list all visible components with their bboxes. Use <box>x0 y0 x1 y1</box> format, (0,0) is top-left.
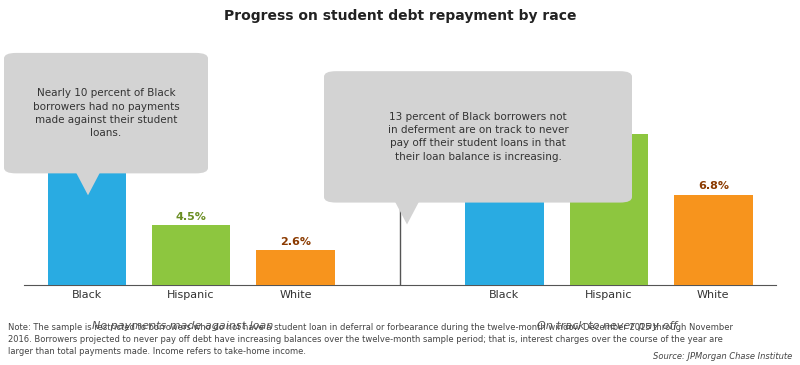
Text: Nearly 10 percent of Black
borrowers had no payments
made against their student
: Nearly 10 percent of Black borrowers had… <box>33 88 179 138</box>
Text: Progress on student debt repayment by race: Progress on student debt repayment by ra… <box>224 9 576 23</box>
Bar <box>152 225 230 285</box>
Text: 9.9%: 9.9% <box>71 141 102 150</box>
Text: 4.5%: 4.5% <box>176 212 206 222</box>
Text: 11.4%: 11.4% <box>590 120 628 131</box>
Text: 6.8%: 6.8% <box>698 181 729 191</box>
Text: On track to never pay off: On track to never pay off <box>537 321 677 331</box>
Text: Note: The sample is restricted to borrowers who do not have a student loan in de: Note: The sample is restricted to borrow… <box>8 323 733 356</box>
Text: 2.6%: 2.6% <box>280 237 311 247</box>
Text: 13.1%: 13.1% <box>485 98 524 108</box>
Text: 13 percent of Black borrowers not
in deferment are on track to never
pay off the: 13 percent of Black borrowers not in def… <box>388 112 568 162</box>
Bar <box>466 111 544 285</box>
Bar <box>570 134 648 285</box>
Bar <box>256 250 334 285</box>
Text: Source: JPMorgan Chase Institute: Source: JPMorgan Chase Institute <box>653 352 792 361</box>
Bar <box>47 154 126 285</box>
Text: No payments made against loan: No payments made against loan <box>92 321 274 331</box>
Bar <box>674 195 753 285</box>
